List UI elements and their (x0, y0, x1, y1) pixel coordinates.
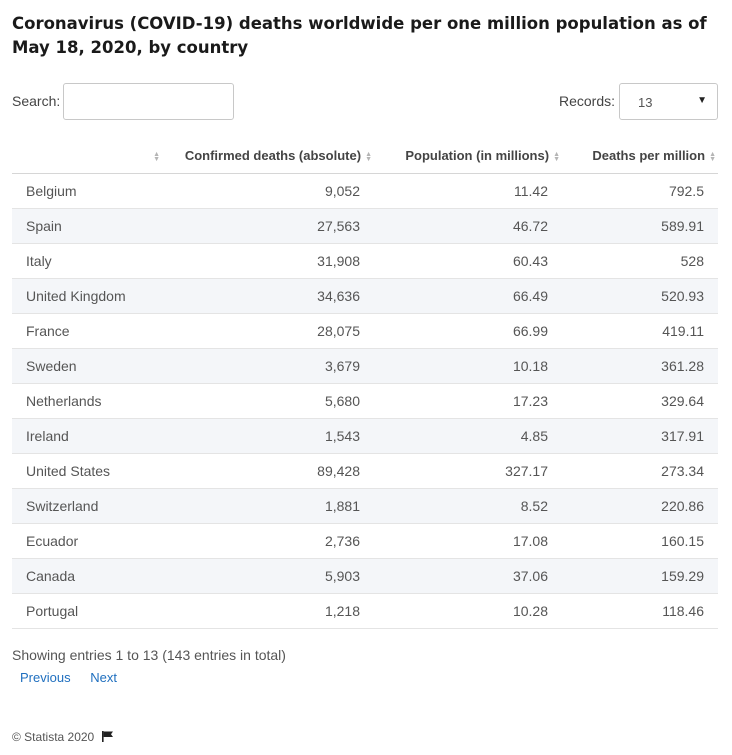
flag-icon[interactable] (101, 731, 114, 742)
value-cell: 66.49 (374, 278, 562, 314)
records-label: Records: (559, 93, 616, 109)
value-cell: 1,881 (162, 488, 374, 524)
column-header-1[interactable]: Confirmed deaths (absolute) ▲ ▼ (162, 139, 374, 174)
table-row: Netherlands 5,680 17.23 329.64 (12, 383, 718, 419)
sort-icon: ▲ ▼ (709, 150, 716, 163)
value-cell: 1,218 (162, 593, 374, 629)
pagination: Previous Next (20, 670, 133, 685)
value-cell: 361.28 (562, 348, 718, 384)
search-input[interactable] (63, 83, 234, 120)
chevron-down-icon: ▼ (697, 95, 707, 106)
table-row: Canada 5,903 37.06 159.29 (12, 558, 718, 594)
country-cell: Ecuador (12, 523, 162, 559)
country-cell: Ireland (12, 418, 162, 454)
table-row: Portugal 1,218 10.28 118.46 (12, 593, 718, 629)
table-row: Ireland 1,543 4.85 317.91 (12, 418, 718, 454)
value-cell: 327.17 (374, 453, 562, 489)
column-header-2[interactable]: Population (in millions) ▲ ▼ (374, 139, 562, 174)
value-cell: 528 (562, 243, 718, 279)
value-cell: 273.34 (562, 453, 718, 489)
column-header-label: Confirmed deaths (absolute) (184, 148, 362, 164)
value-cell: 9,052 (162, 173, 374, 209)
value-cell: 4.85 (374, 418, 562, 454)
country-cell: Sweden (12, 348, 162, 384)
value-cell: 220.86 (562, 488, 718, 524)
value-cell: 10.28 (374, 593, 562, 629)
value-cell: 329.64 (562, 383, 718, 419)
table-body: Belgium 9,052 11.42 792.5 Spain 27,563 46.72 58… (12, 173, 718, 629)
table-row: France 28,075 66.99 419.11 (12, 313, 718, 349)
value-cell: 11.42 (374, 173, 562, 209)
value-cell: 66.99 (374, 313, 562, 349)
value-cell: 160.15 (562, 523, 718, 559)
country-cell: Switzerland (12, 488, 162, 524)
country-cell: Netherlands (12, 383, 162, 419)
country-cell: Portugal (12, 593, 162, 629)
value-cell: 5,680 (162, 383, 374, 419)
country-cell: Italy (12, 243, 162, 279)
value-cell: 46.72 (374, 208, 562, 244)
table-header-row: ▲ ▼ Confirmed deaths (absolute) ▲ ▼ Populatio… (12, 139, 718, 174)
value-cell: 520.93 (562, 278, 718, 314)
value-cell: 37.06 (374, 558, 562, 594)
column-header-label: Population (in millions) (405, 148, 550, 164)
table-row: Ecuador 2,736 17.08 160.15 (12, 523, 718, 559)
value-cell: 17.08 (374, 523, 562, 559)
data-table: ▲ ▼ Confirmed deaths (absolute) ▲ ▼ Populatio… (12, 139, 718, 629)
next-link[interactable]: Next (90, 670, 117, 685)
search-label: Search: (12, 93, 61, 109)
table-row: Sweden 3,679 10.18 361.28 (12, 348, 718, 384)
value-cell: 1,543 (162, 418, 374, 454)
value-cell: 159.29 (562, 558, 718, 594)
table-row: Italy 31,908 60.43 528 (12, 243, 718, 279)
value-cell: 17.23 (374, 383, 562, 419)
value-cell: 317.91 (562, 418, 718, 454)
country-cell: United Kingdom (12, 278, 162, 314)
table-row: Belgium 9,052 11.42 792.5 (12, 173, 718, 209)
value-cell: 27,563 (162, 208, 374, 244)
country-cell: Belgium (12, 173, 162, 209)
value-cell: 10.18 (374, 348, 562, 384)
column-header-3[interactable]: Deaths per million ▲ ▼ (562, 139, 718, 174)
table-row: Spain 27,563 46.72 589.91 (12, 208, 718, 244)
column-header-label: Deaths per million (592, 148, 706, 164)
sort-icon: ▲ ▼ (153, 150, 160, 163)
value-cell: 89,428 (162, 453, 374, 489)
value-cell: 34,636 (162, 278, 374, 314)
value-cell: 792.5 (562, 173, 718, 209)
value-cell: 3,679 (162, 348, 374, 384)
copyright-text: © Statista 2020 (12, 730, 95, 744)
entries-info: Showing entries 1 to 13 (143 entries in … (12, 647, 286, 663)
value-cell: 118.46 (562, 593, 718, 629)
value-cell: 28,075 (162, 313, 374, 349)
country-cell: Canada (12, 558, 162, 594)
value-cell: 5,903 (162, 558, 374, 594)
value-cell: 31,908 (162, 243, 374, 279)
table-row: United Kingdom 34,636 66.49 520.93 (12, 278, 718, 314)
country-cell: Spain (12, 208, 162, 244)
country-cell: United States (12, 453, 162, 489)
column-header-0[interactable]: ▲ ▼ (12, 139, 162, 174)
value-cell: 60.43 (374, 243, 562, 279)
country-cell: France (12, 313, 162, 349)
records-value: 13 (638, 95, 653, 110)
sort-icon: ▲ ▼ (365, 150, 372, 163)
table-row: Switzerland 1,881 8.52 220.86 (12, 488, 718, 524)
value-cell: 419.11 (562, 313, 718, 349)
page-title: Coronavirus (COVID-19) deaths worldwide … (12, 14, 707, 57)
value-cell: 589.91 (562, 208, 718, 244)
footer: © Statista 2020 (12, 730, 114, 744)
sort-icon: ▲ ▼ (553, 150, 560, 163)
table-row: United States 89,428 327.17 273.34 (12, 453, 718, 489)
previous-link[interactable]: Previous (20, 670, 71, 685)
records-select[interactable]: 13 ▼ (619, 83, 718, 120)
table-controls: Search: Records: 13 ▼ (12, 83, 718, 120)
value-cell: 8.52 (374, 488, 562, 524)
value-cell: 2,736 (162, 523, 374, 559)
